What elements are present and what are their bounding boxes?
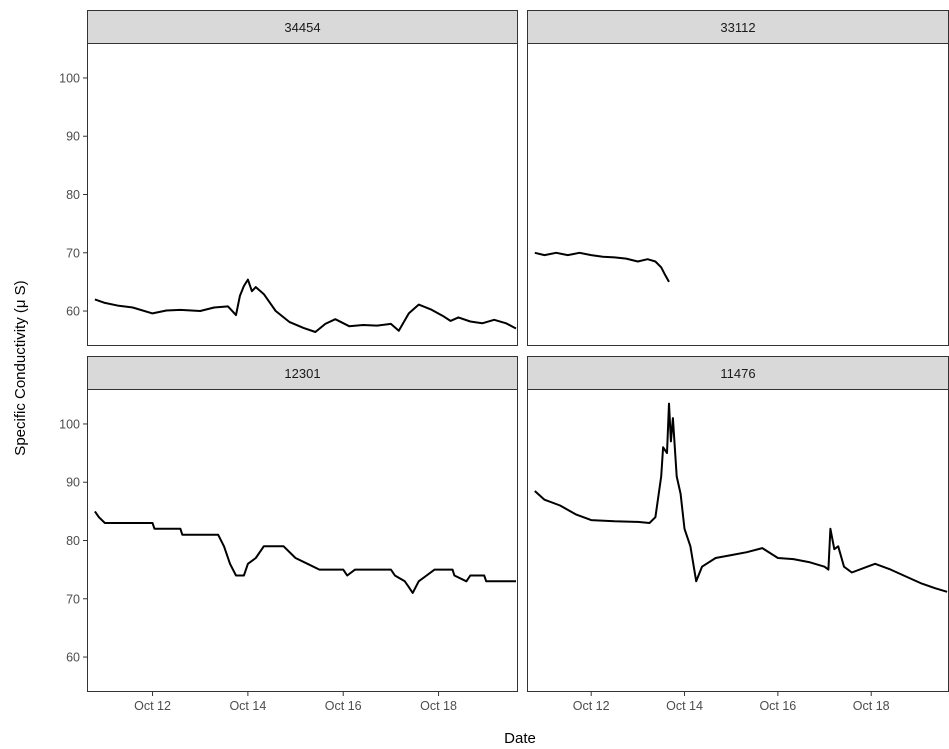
x-tick-label: Oct 16 [325,699,362,713]
y-tick-label: 100 [59,71,80,85]
panel-title: 33112 [720,20,755,35]
y-axis-title: Specific Conductivity (μ S) [12,280,29,455]
panel-strip [87,356,518,390]
x-tick-label: Oct 18 [853,699,890,713]
x-tick-label: Oct 18 [420,699,457,713]
panel-title: 34454 [284,20,320,35]
series-line [94,510,516,594]
panel-plot-area [527,43,949,346]
series-line [534,251,670,283]
y-tick-label: 80 [66,188,80,202]
panel-title: 12301 [284,366,320,381]
y-axis-top: 60 70 80 90 100 [59,71,87,319]
panel-title: 11476 [720,366,755,381]
y-tick-label: 60 [66,651,80,665]
y-tick-label: 70 [66,592,80,606]
series-line [534,402,948,593]
panel-33112: 33112 [527,10,949,346]
panel-plot-area [527,389,949,692]
x-tick-label: Oct 16 [759,699,796,713]
panel-11476: 11476 [527,356,949,692]
y-axis-bottom: 60 70 80 90 100 [59,417,87,665]
x-axis-right: Oct 12 Oct 14 Oct 16 Oct 18 [573,692,890,713]
y-tick-label: 90 [66,476,80,490]
x-tick-label: Oct 12 [134,699,171,713]
panel-plot-area [87,43,518,346]
x-tick-label: Oct 12 [573,699,610,713]
y-tick-label: 90 [66,130,80,144]
y-tick-label: 80 [66,534,80,548]
panel-strip [87,10,518,44]
x-axis-title: Date [504,730,536,747]
y-tick-label: 100 [59,417,80,431]
panel-plot-area [87,389,518,692]
panels-layer: 34454 33112 12301 11476 [87,10,949,692]
x-tick-label: Oct 14 [229,699,266,713]
series-line [94,278,517,333]
x-axis-left: Oct 12 Oct 14 Oct 16 Oct 18 [134,692,457,713]
y-tick-label: 60 [66,305,80,319]
panel-12301: 12301 [87,356,518,692]
panel-34454: 34454 [87,10,518,346]
panel-strip [527,10,949,44]
x-tick-label: Oct 14 [666,699,703,713]
y-tick-label: 70 [66,246,80,260]
